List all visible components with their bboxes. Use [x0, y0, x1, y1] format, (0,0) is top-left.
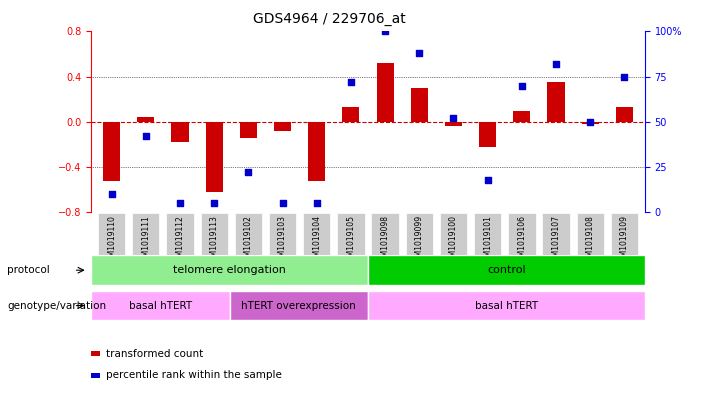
Bar — [582, 122, 599, 124]
FancyBboxPatch shape — [474, 213, 501, 262]
FancyBboxPatch shape — [269, 213, 297, 262]
FancyBboxPatch shape — [406, 213, 433, 262]
FancyBboxPatch shape — [303, 213, 330, 262]
Text: basal hTERT: basal hTERT — [475, 301, 538, 310]
FancyBboxPatch shape — [132, 213, 160, 262]
FancyBboxPatch shape — [543, 213, 570, 262]
Point — [585, 119, 596, 125]
Bar — [342, 107, 360, 122]
Point — [448, 115, 459, 121]
Point — [516, 83, 527, 89]
Bar — [137, 117, 154, 122]
FancyBboxPatch shape — [230, 291, 368, 320]
FancyBboxPatch shape — [368, 291, 645, 320]
Point — [277, 200, 288, 206]
Text: GSM1019112: GSM1019112 — [175, 215, 184, 266]
Point — [175, 200, 186, 206]
Text: GSM1019111: GSM1019111 — [142, 215, 150, 266]
Bar — [376, 63, 394, 122]
Text: percentile rank within the sample: percentile rank within the sample — [106, 370, 282, 380]
Bar — [445, 122, 462, 126]
Bar — [103, 122, 120, 180]
FancyBboxPatch shape — [440, 213, 467, 262]
Text: genotype/variation: genotype/variation — [7, 301, 106, 310]
Point — [414, 50, 425, 56]
Text: GSM1019104: GSM1019104 — [312, 215, 321, 266]
Bar — [308, 122, 325, 180]
Point — [311, 200, 322, 206]
Bar — [411, 88, 428, 122]
FancyBboxPatch shape — [337, 213, 365, 262]
Text: telomere elongation: telomere elongation — [173, 265, 286, 275]
Point — [243, 169, 254, 176]
Bar — [616, 107, 633, 122]
Text: GSM1019103: GSM1019103 — [278, 215, 287, 266]
Point — [346, 79, 357, 85]
Point — [140, 133, 151, 140]
Text: GSM1019106: GSM1019106 — [517, 215, 526, 266]
Bar — [547, 82, 564, 122]
FancyBboxPatch shape — [235, 213, 262, 262]
Text: GSM1019107: GSM1019107 — [552, 215, 561, 266]
Text: GSM1019101: GSM1019101 — [483, 215, 492, 266]
Point — [379, 28, 390, 35]
Text: GSM1019102: GSM1019102 — [244, 215, 253, 266]
Bar — [479, 122, 496, 147]
Bar — [172, 122, 189, 142]
Text: GSM1019108: GSM1019108 — [586, 215, 594, 266]
Text: GSM1019110: GSM1019110 — [107, 215, 116, 266]
FancyBboxPatch shape — [611, 213, 638, 262]
FancyBboxPatch shape — [98, 213, 125, 262]
Bar — [274, 122, 291, 131]
Text: hTERT overexpression: hTERT overexpression — [241, 301, 356, 310]
Point — [482, 176, 494, 183]
FancyBboxPatch shape — [166, 213, 193, 262]
Point — [619, 73, 630, 80]
Text: protocol: protocol — [7, 265, 50, 275]
FancyBboxPatch shape — [576, 213, 604, 262]
FancyBboxPatch shape — [508, 213, 536, 262]
Bar — [513, 110, 531, 122]
FancyBboxPatch shape — [91, 255, 368, 285]
Text: GDS4964 / 229706_at: GDS4964 / 229706_at — [253, 12, 406, 26]
Point — [209, 200, 220, 206]
Text: GSM1019100: GSM1019100 — [449, 215, 458, 266]
Point — [550, 61, 562, 67]
FancyBboxPatch shape — [200, 213, 228, 262]
FancyBboxPatch shape — [368, 255, 645, 285]
Text: control: control — [487, 265, 526, 275]
Text: GSM1019099: GSM1019099 — [415, 215, 424, 266]
Bar — [205, 122, 223, 192]
FancyBboxPatch shape — [91, 291, 230, 320]
Point — [106, 191, 117, 197]
FancyBboxPatch shape — [372, 213, 399, 262]
Text: GSM1019113: GSM1019113 — [210, 215, 219, 266]
Text: GSM1019109: GSM1019109 — [620, 215, 629, 266]
Text: GSM1019098: GSM1019098 — [381, 215, 390, 266]
Text: basal hTERT: basal hTERT — [129, 301, 192, 310]
Bar — [240, 122, 257, 138]
Text: GSM1019105: GSM1019105 — [346, 215, 355, 266]
Text: transformed count: transformed count — [106, 349, 203, 359]
